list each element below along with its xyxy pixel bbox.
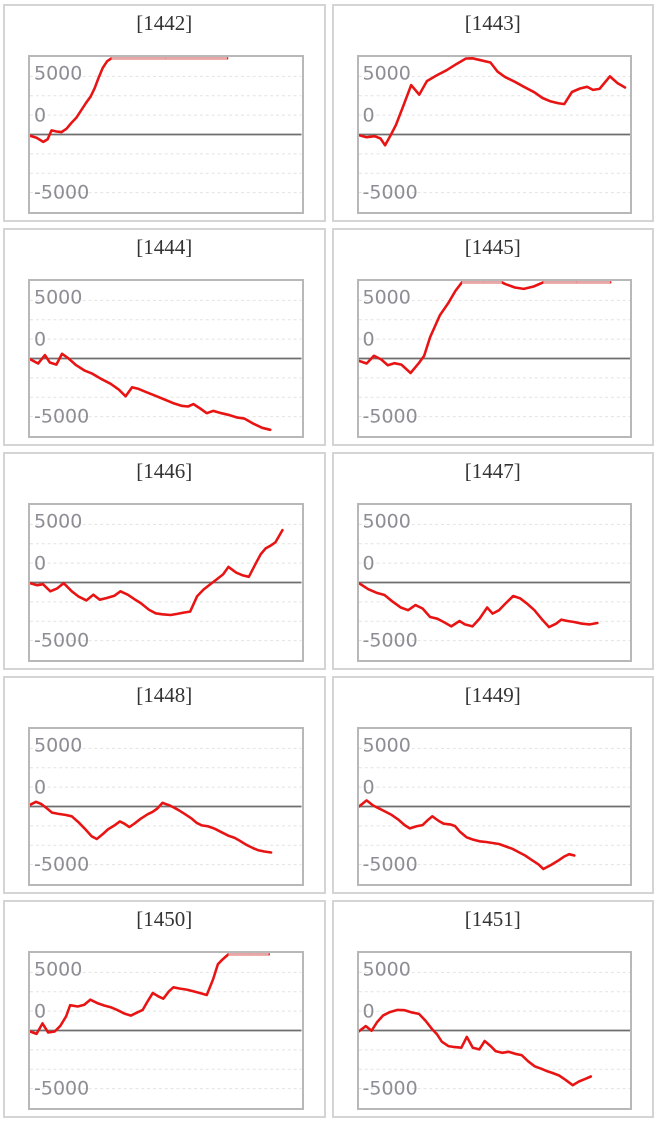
y-axis-label-neg5000: -5000 [34, 181, 90, 204]
y-axis-label-5000: 5000 [34, 286, 83, 309]
line-chart [358, 281, 630, 418]
y-axis-label-neg5000: -5000 [34, 853, 90, 876]
y-axis-label-5000: 5000 [34, 510, 83, 533]
y-axis-label-5000: 5000 [362, 958, 411, 981]
line-chart [358, 57, 630, 194]
chart-title: [1444] [136, 235, 193, 259]
line-chart [30, 953, 302, 1090]
plot-area: 5000 0 -5000 [356, 503, 632, 662]
plot-area: 5000 0 -5000 [28, 503, 304, 662]
chart-title: [1449] [464, 683, 521, 707]
y-axis-label-neg5000: -5000 [34, 629, 90, 652]
chart-title: [1447] [464, 459, 521, 483]
y-axis-label-5000: 5000 [34, 958, 83, 981]
y-axis-label-neg5000: -5000 [362, 853, 418, 876]
chart-title: [1442] [136, 11, 193, 35]
chart-title: [1448] [136, 683, 193, 707]
y-axis-label-neg5000: -5000 [34, 1077, 90, 1100]
y-axis-label-0: 0 [34, 552, 47, 575]
line-chart [30, 523, 302, 642]
line-chart [358, 747, 630, 871]
chart-panel-1442: [1442] 5000 0 -5000 [3, 4, 326, 222]
line-chart [30, 57, 302, 194]
chart-panel-1446: [1446] 5000 0 -5000 [3, 452, 326, 670]
y-axis-label-0: 0 [362, 776, 375, 799]
plot-area: 5000 0 -5000 [28, 951, 304, 1110]
chart-panel-1447: [1447] 5000 0 -5000 [331, 452, 654, 670]
y-axis-label-5000: 5000 [34, 62, 83, 85]
y-axis-label-5000: 5000 [362, 510, 411, 533]
y-axis-label-0: 0 [34, 328, 47, 351]
y-axis-label-neg5000: -5000 [34, 405, 90, 428]
line-chart [30, 747, 302, 866]
y-axis-label-5000: 5000 [362, 734, 411, 757]
y-axis-label-0: 0 [34, 104, 47, 127]
plot-area: 5000 0 -5000 [28, 55, 304, 214]
plot-area: 5000 0 -5000 [28, 727, 304, 886]
chart-panel-1451: [1451] 5000 0 -5000 [331, 900, 654, 1118]
plot-area: 5000 0 -5000 [356, 727, 632, 886]
y-axis-label-neg5000: -5000 [362, 405, 418, 428]
chart-panel-1445: [1445] 5000 0 -5000 [331, 228, 654, 446]
line-chart [30, 299, 302, 432]
plot-area: 5000 0 -5000 [356, 951, 632, 1110]
chart-title: [1445] [464, 235, 521, 259]
chart-title: [1451] [464, 907, 521, 931]
y-axis-label-neg5000: -5000 [362, 181, 418, 204]
chart-title: [1450] [136, 907, 193, 931]
y-axis-label-0: 0 [362, 328, 375, 351]
y-axis-label-0: 0 [362, 104, 375, 127]
chart-panel-1443: [1443] 5000 0 -5000 [331, 4, 654, 222]
chart-panel-1448: [1448] 5000 0 -5000 [3, 676, 326, 894]
plot-area: 5000 0 -5000 [356, 279, 632, 438]
y-axis-label-0: 0 [362, 1000, 375, 1023]
plot-area: 5000 0 -5000 [28, 279, 304, 438]
chart-title: [1446] [136, 459, 193, 483]
chart-panel-1444: [1444] 5000 0 -5000 [3, 228, 326, 446]
y-axis-label-5000: 5000 [362, 286, 411, 309]
line-chart [358, 523, 630, 642]
y-axis-label-0: 0 [34, 776, 47, 799]
y-axis-label-5000: 5000 [34, 734, 83, 757]
y-axis-label-neg5000: -5000 [362, 1077, 418, 1100]
y-axis-label-5000: 5000 [362, 62, 411, 85]
y-axis-label-neg5000: -5000 [362, 629, 418, 652]
chart-panel-1449: [1449] 5000 0 -5000 [331, 676, 654, 894]
chart-panel-1450: [1450] 5000 0 -5000 [3, 900, 326, 1118]
chart-title: [1443] [464, 11, 521, 35]
line-chart [358, 971, 630, 1090]
plot-area: 5000 0 -5000 [356, 55, 632, 214]
y-axis-label-0: 0 [362, 552, 375, 575]
y-axis-label-0: 0 [34, 1000, 47, 1023]
